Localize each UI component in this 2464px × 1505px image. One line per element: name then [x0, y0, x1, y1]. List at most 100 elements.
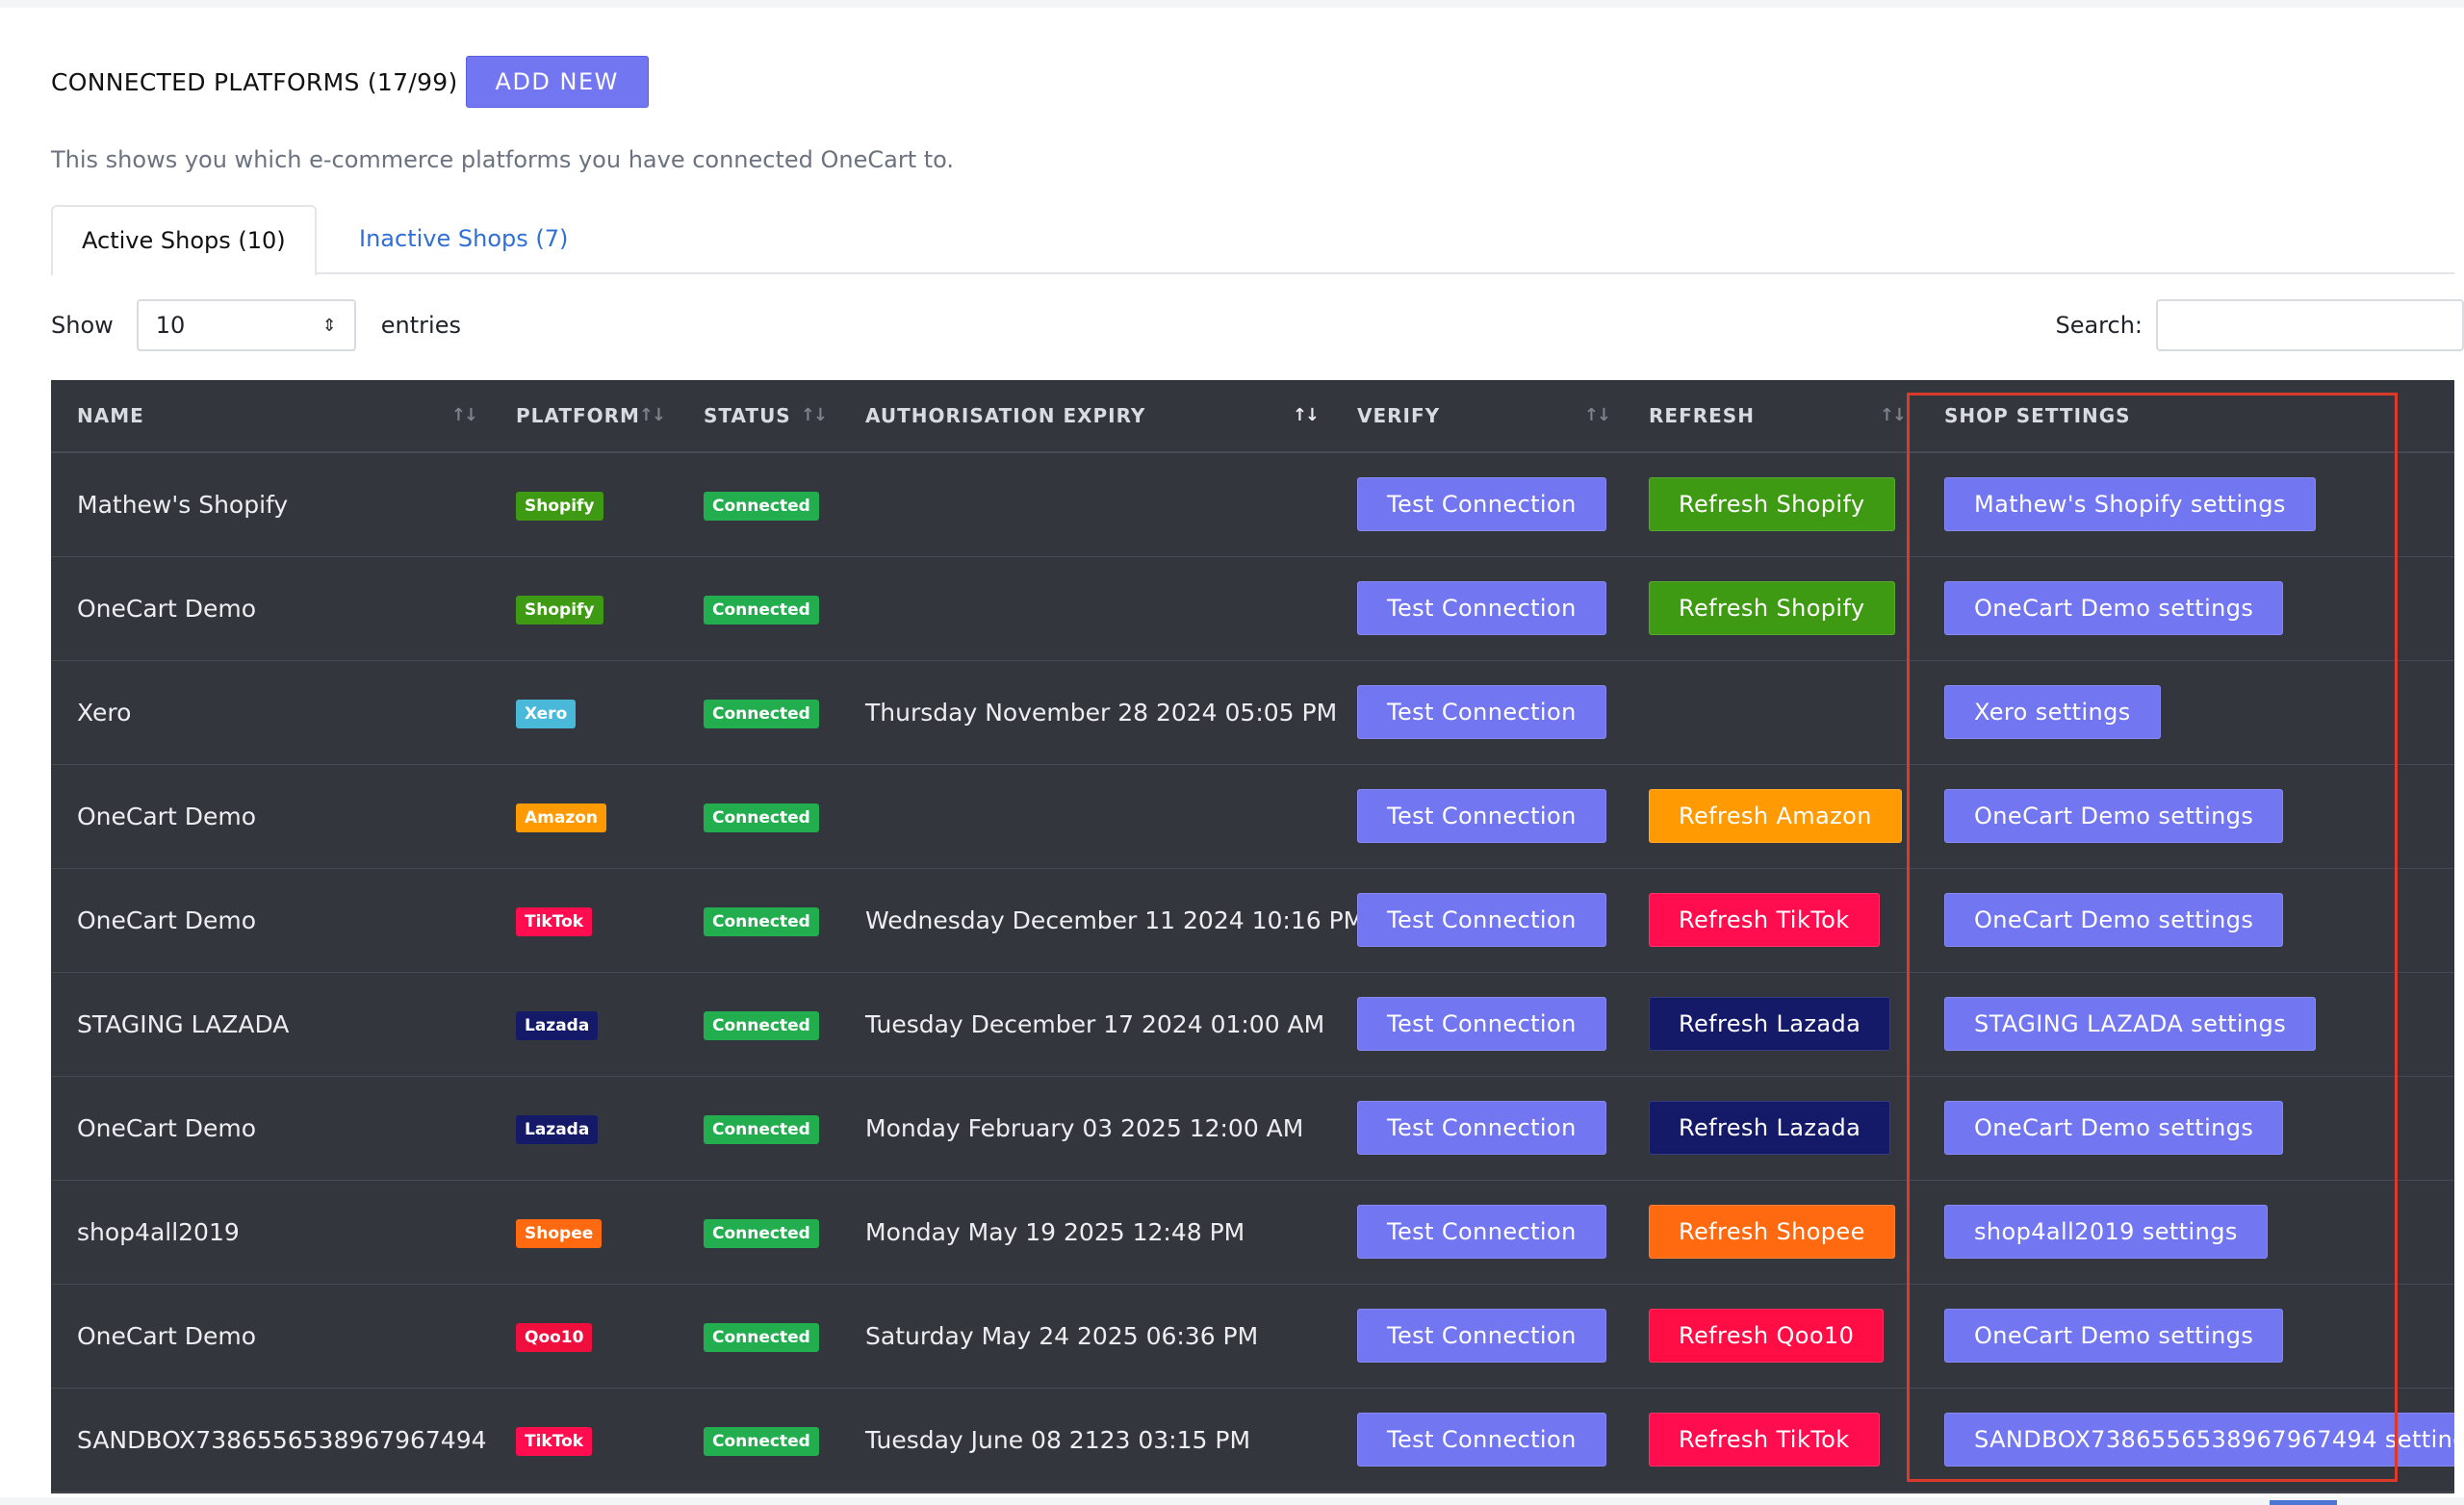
column-header-expiry[interactable]: AUTHORISATION EXPIRY ↑↓: [839, 380, 1331, 453]
select-updown-icon: ⇕: [321, 315, 337, 336]
header: CONNECTED PLATFORMS (17/99) ADD NEW: [51, 56, 649, 108]
refresh-button[interactable]: Refresh Shopee: [1649, 1205, 1895, 1259]
platform-cell: Shopify: [490, 556, 678, 660]
column-header-shop-settings: SHOP SETTINGS: [1918, 380, 2454, 453]
connected-platforms-panel: CONNECTED PLATFORMS (17/99) ADD NEW This…: [0, 8, 2464, 1505]
shop-name: OneCart Demo: [77, 1321, 256, 1350]
platform-badge: Qoo10: [516, 1322, 593, 1352]
expiry-cell: Monday February 03 2025 12:00 AM: [865, 1113, 1304, 1142]
shop-settings-button[interactable]: OneCart Demo settings: [1944, 1101, 2284, 1155]
platform-badge: Lazada: [516, 1114, 599, 1144]
test-connection-button[interactable]: Test Connection: [1357, 1205, 1606, 1259]
refresh-button[interactable]: Refresh Lazada: [1649, 1101, 1891, 1155]
shop-name: STAGING LAZADA: [77, 1009, 290, 1038]
status-badge: Connected: [704, 1426, 819, 1456]
test-connection-button[interactable]: Test Connection: [1357, 1309, 1606, 1363]
shop-settings-button[interactable]: OneCart Demo settings: [1944, 581, 2284, 635]
status-badge: Connected: [704, 491, 819, 521]
status-cell: Connected: [678, 1388, 839, 1492]
settings-cell: Xero settings: [1918, 660, 2454, 764]
refresh-cell: Refresh Lazada: [1623, 1076, 1918, 1180]
expiry-cell: [839, 452, 1331, 556]
entries-label: entries: [380, 312, 461, 339]
column-header-name[interactable]: NAME ↑↓: [51, 380, 490, 453]
tab-active-shops[interactable]: Active Shops (10): [51, 205, 317, 276]
status-cell: Connected: [678, 452, 839, 556]
test-connection-button[interactable]: Test Connection: [1357, 789, 1606, 843]
table-row: OneCart Demo TikTok Connected Wednesday Dec…: [51, 868, 2454, 972]
shop-settings-button[interactable]: Mathew's Shopify settings: [1944, 477, 2316, 532]
settings-cell: STAGING LAZADA settings: [1918, 972, 2454, 1076]
table-row: OneCart Demo Shopify Connected Test Connect…: [51, 556, 2454, 660]
expiry-cell: Monday May 19 2025 12:48 PM: [865, 1217, 1245, 1246]
table-row: Mathew's Shopify Shopify Connected Test Con…: [51, 452, 2454, 556]
shop-settings-button[interactable]: Xero settings: [1944, 685, 2161, 739]
platforms-table: NAME ↑↓ PLATFORM ↑↓ STATUS ↑↓ AUTHORISATION…: [51, 380, 2454, 1493]
expiry-cell: Thursday November 28 2024 05:05 PM: [865, 698, 1338, 727]
column-header-verify[interactable]: VERIFY ↑↓: [1331, 380, 1623, 453]
test-connection-button[interactable]: Test Connection: [1357, 581, 1606, 635]
platform-badge: Lazada: [516, 1010, 599, 1040]
refresh-cell: [1623, 660, 1918, 764]
settings-cell: shop4all2019 settings: [1918, 1180, 2454, 1284]
test-connection-button[interactable]: Test Connection: [1357, 997, 1606, 1051]
add-new-button[interactable]: ADD NEW: [465, 56, 649, 108]
sort-arrows-icon[interactable]: ↑↓: [638, 405, 666, 425]
refresh-button[interactable]: Refresh TikTok: [1649, 893, 1880, 947]
sort-arrows-icon[interactable]: ↑↓: [800, 405, 828, 425]
shop-settings-button[interactable]: OneCart Demo settings: [1944, 1309, 2284, 1363]
refresh-button[interactable]: Refresh Amazon: [1649, 789, 1902, 843]
platform-badge: Xero: [516, 699, 577, 728]
test-connection-button[interactable]: Test Connection: [1357, 685, 1606, 739]
status-badge: Connected: [704, 1218, 819, 1248]
sort-arrows-icon[interactable]: ↑↓: [1879, 405, 1907, 425]
shop-settings-button[interactable]: OneCart Demo settings: [1944, 789, 2284, 843]
test-connection-button[interactable]: Test Connection: [1357, 893, 1606, 947]
platform-badge: Shopify: [516, 491, 603, 521]
expiry-cell: Wednesday December 11 2024 10:16 PM: [865, 906, 1365, 934]
refresh-button[interactable]: Refresh TikTok: [1649, 1413, 1880, 1467]
page-size-select[interactable]: 10 ⇕: [136, 299, 356, 351]
page-title: CONNECTED PLATFORMS (17/99): [51, 67, 458, 96]
test-connection-button[interactable]: Test Connection: [1357, 1413, 1606, 1467]
settings-cell: Mathew's Shopify settings: [1918, 452, 2454, 556]
status-cell: Connected: [678, 972, 839, 1076]
column-header-platform[interactable]: PLATFORM ↑↓: [490, 380, 678, 453]
refresh-button[interactable]: Refresh Qoo10: [1649, 1309, 1885, 1363]
page-length-control: Show 10 ⇕ entries: [51, 299, 461, 351]
shop-settings-button[interactable]: SANDBOX7386556538967967494 settings: [1944, 1413, 2454, 1467]
status-badge: Connected: [704, 1322, 819, 1352]
refresh-button[interactable]: Refresh Shopify: [1649, 477, 1895, 532]
status-cell: Connected: [678, 1076, 839, 1180]
expiry-cell: Tuesday December 17 2024 01:00 AM: [865, 1009, 1325, 1038]
verify-cell: Test Connection: [1331, 1076, 1623, 1180]
sort-arrows-icon[interactable]: ↑↓: [450, 405, 478, 425]
settings-cell: OneCart Demo settings: [1918, 764, 2454, 868]
test-connection-button[interactable]: Test Connection: [1357, 477, 1606, 532]
status-badge: Connected: [704, 595, 819, 625]
column-header-refresh[interactable]: REFRESH ↑↓: [1623, 380, 1918, 453]
expiry-cell: [839, 556, 1331, 660]
show-label: Show: [51, 312, 114, 339]
shop-name: Mathew's Shopify: [77, 490, 289, 519]
verify-cell: Test Connection: [1331, 556, 1623, 660]
settings-cell: OneCart Demo settings: [1918, 1076, 2454, 1180]
sort-ascending-icon[interactable]: ↑↓: [1292, 405, 1320, 425]
refresh-cell: Refresh Shopee: [1623, 1180, 1918, 1284]
status-badge: Connected: [704, 803, 819, 832]
shop-settings-button[interactable]: STAGING LAZADA settings: [1944, 997, 2317, 1051]
table-row: OneCart Demo Qoo10 Connected Saturday May 2…: [51, 1284, 2454, 1388]
verify-cell: Test Connection: [1331, 764, 1623, 868]
platform-cell: Lazada: [490, 972, 678, 1076]
search-input[interactable]: [2156, 299, 2464, 351]
refresh-button[interactable]: Refresh Shopify: [1649, 581, 1895, 635]
tab-inactive-shops[interactable]: Inactive Shops (7): [359, 225, 569, 252]
platform-cell: Shopify: [490, 452, 678, 556]
sort-arrows-icon[interactable]: ↑↓: [1583, 405, 1611, 425]
refresh-button[interactable]: Refresh Lazada: [1649, 997, 1891, 1051]
status-badge: Connected: [704, 906, 819, 936]
shop-settings-button[interactable]: OneCart Demo settings: [1944, 893, 2284, 947]
test-connection-button[interactable]: Test Connection: [1357, 1101, 1606, 1155]
shop-settings-button[interactable]: shop4all2019 settings: [1944, 1205, 2268, 1259]
column-header-status[interactable]: STATUS ↑↓: [678, 380, 839, 453]
